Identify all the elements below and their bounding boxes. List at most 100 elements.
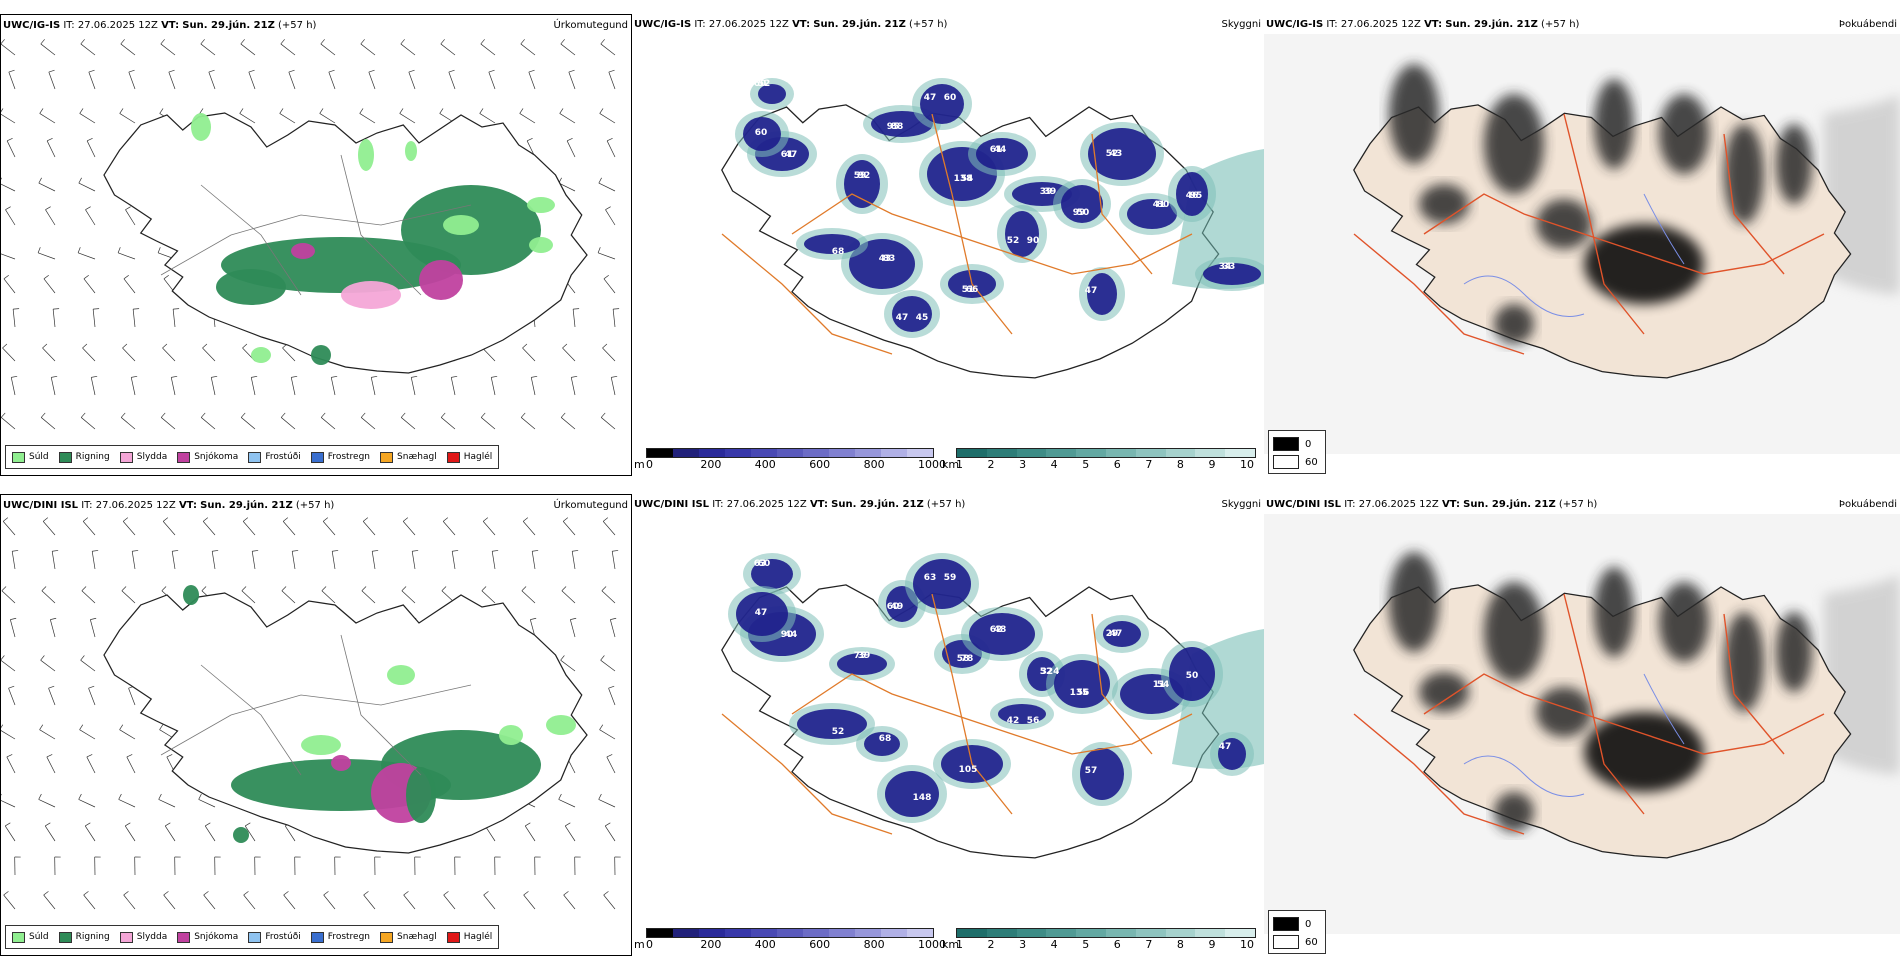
legend-item: Rigning: [59, 932, 110, 943]
wind-barb: [241, 44, 255, 55]
visibility-colorbar-tick: 3: [1019, 458, 1026, 471]
wind-barb: [49, 688, 55, 705]
cloud-base-label: 57: [1085, 766, 1098, 776]
panel-title: Skyggni: [1221, 19, 1261, 30]
wind-barb-flag: [440, 108, 443, 113]
wind-barb-flag: [600, 108, 603, 113]
wind-barb-flag: [561, 655, 565, 660]
wind-barb-flag: [80, 725, 83, 730]
wind-barb: [78, 253, 95, 259]
iceland-coastline: [104, 593, 587, 853]
panel-header: UWC/IG-IS IT: 27.06.2025 12Z VT: Sun. 29…: [3, 20, 316, 31]
height-colorbar-segment: [881, 929, 907, 937]
visibility-colorbar-tick: 2: [988, 458, 995, 471]
wind-barb-flag: [601, 413, 605, 417]
legend-item: Slydda: [120, 932, 167, 943]
wind-barb-flag: [451, 376, 457, 377]
wind-barb-flag: [281, 39, 285, 44]
height-colorbar-segment: [855, 929, 881, 937]
height-colorbar-segment: [829, 449, 855, 457]
wind-barb: [40, 730, 55, 739]
wind-barb: [84, 279, 95, 293]
fog-index-area: [1484, 582, 1544, 682]
wind-barb: [611, 377, 615, 395]
wind-barb-flag: [320, 108, 323, 113]
height-colorbar-segment: [751, 929, 777, 937]
wind-barb: [489, 72, 495, 89]
height-colorbar-segment: [907, 929, 933, 937]
wind-barb-flag: [160, 108, 163, 113]
legend-label: Frostúði: [265, 932, 300, 942]
wind-barb: [89, 688, 95, 705]
visibility-colorbar-tick: 9: [1208, 938, 1215, 951]
wind-barb: [529, 72, 535, 89]
wind-barb: [93, 309, 95, 327]
legend-swatch: [447, 932, 460, 943]
wind-barb-flag: [372, 550, 378, 551]
wind-barb-flag: [43, 518, 48, 522]
wind-barb: [412, 551, 415, 569]
visibility-colorbar-tick: 6: [1114, 938, 1121, 951]
wind-barb-flag: [171, 376, 177, 377]
wind-barb-flag: [40, 725, 43, 730]
visibility-colorbar-tick: 1: [956, 458, 963, 471]
wind-barb: [281, 44, 295, 55]
wind-barb: [79, 183, 95, 191]
wind-barb-flag: [125, 207, 130, 210]
fog-index-panel-top: UWC/IG-IS IT: 27.06.2025 12Z VT: Sun. 29…: [1264, 14, 1900, 476]
wind-barb: [159, 799, 175, 807]
wind-barb-flag: [483, 518, 488, 522]
wind-barb: [1, 660, 15, 671]
wind-barb-flag: [561, 39, 565, 44]
wind-barb-flag: [212, 550, 218, 551]
wind-barb: [480, 113, 495, 123]
cloud-base-area: [920, 84, 964, 124]
wind-barb: [81, 660, 95, 671]
wind-barb-flag: [521, 39, 525, 44]
wind-barb: [607, 141, 615, 157]
wind-barb: [7, 757, 15, 773]
cloud-base-label: 54: [961, 174, 974, 184]
wind-barb: [602, 591, 615, 603]
wind-barb: [241, 417, 255, 429]
wind-barb-flag: [3, 518, 8, 522]
wind-barb-flag: [612, 550, 618, 551]
wind-barb: [559, 799, 575, 807]
wind-barb: [601, 44, 615, 55]
wind-barb: [252, 551, 255, 569]
height-colorbar-tick: 0: [646, 938, 653, 951]
wind-barb-flag: [81, 39, 85, 44]
wind-barb-flag: [282, 586, 286, 590]
wind-barb: [284, 895, 295, 909]
wind-barb-flag: [443, 518, 448, 522]
legend-item: Snjókoma: [177, 932, 238, 943]
wind-barb: [5, 210, 15, 225]
wind-barb-flag: [252, 550, 258, 551]
legend-item: Snjókoma: [177, 452, 238, 463]
visibility-colorbar-tick: 9: [1208, 458, 1215, 471]
wind-barb-flag: [524, 891, 529, 895]
wind-barb: [201, 417, 215, 429]
wind-barb: [289, 72, 295, 89]
legend-swatch: [447, 452, 460, 463]
wind-barb: [607, 757, 615, 773]
wind-barb: [4, 895, 15, 909]
wind-barb: [604, 279, 615, 293]
wind-barb: [599, 183, 615, 191]
visibility-colorbar-segment: [1046, 929, 1076, 937]
wind-barb: [49, 72, 55, 89]
wind-barb: [47, 757, 55, 773]
legend-label: Súld: [29, 932, 49, 942]
visibility-colorbar-tick: 7: [1145, 938, 1152, 951]
wind-barb: [171, 377, 175, 395]
wind-barb: [484, 895, 495, 909]
wind-barb: [452, 551, 455, 569]
wind-barb: [202, 348, 215, 361]
wind-barb: [124, 895, 135, 909]
wind-barb: [323, 521, 335, 535]
height-colorbar-tick: 0: [646, 458, 653, 471]
wind-barb: [244, 895, 255, 909]
wind-barb: [51, 377, 55, 395]
wind-barb: [401, 417, 415, 429]
